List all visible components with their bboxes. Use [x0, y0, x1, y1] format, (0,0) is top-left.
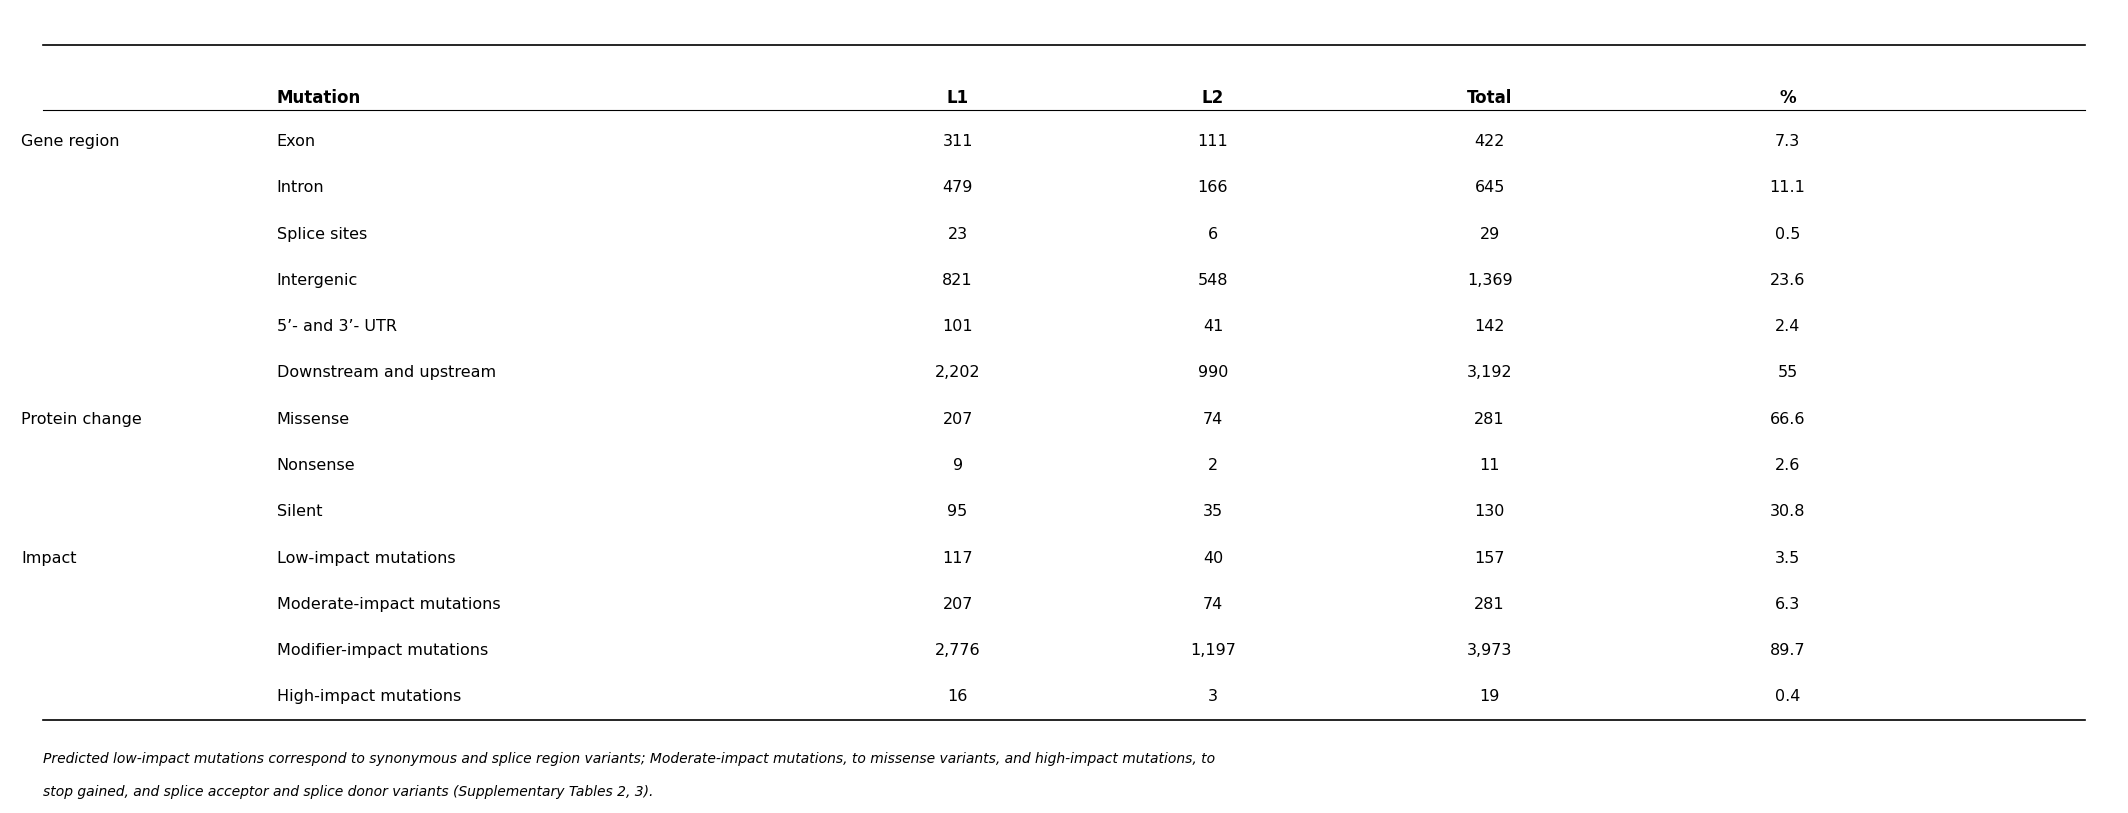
- Text: 3: 3: [1209, 689, 1217, 704]
- Text: Missense: Missense: [277, 411, 349, 427]
- Text: 5’- and 3’- UTR: 5’- and 3’- UTR: [277, 320, 396, 334]
- Text: Intron: Intron: [277, 180, 323, 195]
- Text: 2,202: 2,202: [934, 366, 981, 380]
- Text: Impact: Impact: [21, 550, 77, 566]
- Text: %: %: [1779, 89, 1796, 107]
- Text: Silent: Silent: [277, 504, 321, 520]
- Text: 2: 2: [1209, 458, 1217, 473]
- Text: 40: 40: [1202, 550, 1224, 566]
- Text: 142: 142: [1475, 320, 1504, 334]
- Text: 821: 821: [943, 273, 972, 288]
- Text: Mutation: Mutation: [277, 89, 362, 107]
- Text: Downstream and upstream: Downstream and upstream: [277, 366, 496, 380]
- Text: 74: 74: [1202, 411, 1224, 427]
- Text: Splice sites: Splice sites: [277, 227, 366, 241]
- Text: 66.6: 66.6: [1770, 411, 1805, 427]
- Text: 11.1: 11.1: [1770, 180, 1805, 195]
- Text: 990: 990: [1198, 366, 1228, 380]
- Text: 2,776: 2,776: [934, 643, 981, 659]
- Text: 7.3: 7.3: [1775, 134, 1800, 149]
- Text: 3,192: 3,192: [1466, 366, 1513, 380]
- Text: 89.7: 89.7: [1770, 643, 1805, 659]
- Text: High-impact mutations: High-impact mutations: [277, 689, 462, 704]
- Text: 130: 130: [1475, 504, 1504, 520]
- Text: 74: 74: [1202, 597, 1224, 612]
- Text: 29: 29: [1479, 227, 1500, 241]
- Text: 1,369: 1,369: [1466, 273, 1513, 288]
- Text: 0.4: 0.4: [1775, 689, 1800, 704]
- Text: 30.8: 30.8: [1770, 504, 1805, 520]
- Text: 9: 9: [953, 458, 962, 473]
- Text: Nonsense: Nonsense: [277, 458, 355, 473]
- Text: 2.4: 2.4: [1775, 320, 1800, 334]
- Text: 117: 117: [943, 550, 972, 566]
- Text: Protein change: Protein change: [21, 411, 143, 427]
- Text: Total: Total: [1466, 89, 1513, 107]
- Text: 11: 11: [1479, 458, 1500, 473]
- Text: 3.5: 3.5: [1775, 550, 1800, 566]
- Text: 2.6: 2.6: [1775, 458, 1800, 473]
- Text: L2: L2: [1202, 89, 1224, 107]
- Text: 55: 55: [1777, 366, 1798, 380]
- Text: Moderate-impact mutations: Moderate-impact mutations: [277, 597, 500, 612]
- Text: 422: 422: [1475, 134, 1504, 149]
- Text: Intergenic: Intergenic: [277, 273, 358, 288]
- Text: 3,973: 3,973: [1466, 643, 1513, 659]
- Text: stop gained, and splice acceptor and splice donor variants (Supplementary Tables: stop gained, and splice acceptor and spl…: [43, 785, 653, 798]
- Text: Modifier-impact mutations: Modifier-impact mutations: [277, 643, 487, 659]
- Text: 166: 166: [1198, 180, 1228, 195]
- Text: 281: 281: [1475, 597, 1504, 612]
- Text: 23: 23: [947, 227, 968, 241]
- Text: Predicted low-impact mutations correspond to synonymous and splice region varian: Predicted low-impact mutations correspon…: [43, 752, 1215, 766]
- Text: 6: 6: [1209, 227, 1217, 241]
- Text: 207: 207: [943, 411, 972, 427]
- Text: 35: 35: [1202, 504, 1224, 520]
- Text: Gene region: Gene region: [21, 134, 119, 149]
- Text: Low-impact mutations: Low-impact mutations: [277, 550, 455, 566]
- Text: L1: L1: [947, 89, 968, 107]
- Text: 281: 281: [1475, 411, 1504, 427]
- Text: 479: 479: [943, 180, 972, 195]
- Text: 311: 311: [943, 134, 972, 149]
- Text: 16: 16: [947, 689, 968, 704]
- Text: 41: 41: [1202, 320, 1224, 334]
- Text: 207: 207: [943, 597, 972, 612]
- Text: 23.6: 23.6: [1770, 273, 1805, 288]
- Text: 6.3: 6.3: [1775, 597, 1800, 612]
- Text: 19: 19: [1479, 689, 1500, 704]
- Text: Exon: Exon: [277, 134, 315, 149]
- Text: 95: 95: [947, 504, 968, 520]
- Text: 111: 111: [1198, 134, 1228, 149]
- Text: 101: 101: [943, 320, 972, 334]
- Text: 548: 548: [1198, 273, 1228, 288]
- Text: 0.5: 0.5: [1775, 227, 1800, 241]
- Text: 1,197: 1,197: [1190, 643, 1236, 659]
- Text: 645: 645: [1475, 180, 1504, 195]
- Text: 157: 157: [1475, 550, 1504, 566]
